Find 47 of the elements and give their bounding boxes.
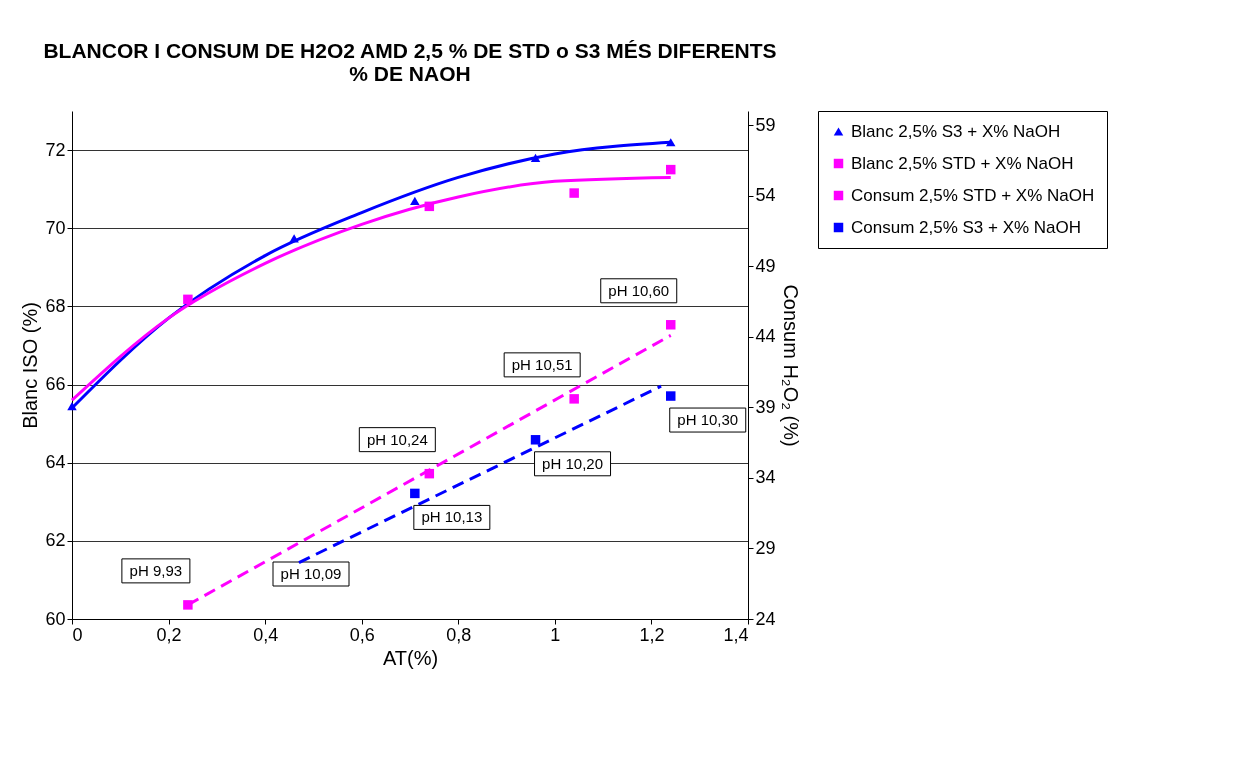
x-tick-label: 0,2 [156,624,182,645]
y-tick-label: 64 [45,452,66,473]
x-tick-label: 1 [550,624,561,645]
y-tick-label: 68 [45,295,66,316]
x-tick-label: 0,6 [349,624,375,645]
y2-tick-label: 34 [755,467,776,488]
y2-tick-label: 24 [755,608,776,629]
data-label: pH 10,60 [608,281,670,299]
y2-tick-label: 44 [755,326,776,347]
y-tick-label: 66 [45,374,66,395]
y-tick-label: 62 [45,530,66,551]
data-label: pH 10,30 [677,411,739,429]
text: BLANCOR I CONSUM DE H2O2 AMD 2,5 % DE STD o S3 MÉS DIFERENTS [43,38,777,62]
annotation: pH 10,09 [280,565,342,582]
point [183,600,193,610]
y2-axis-title: Consum H₂O₂ (%) [779,284,802,447]
data-label: pH 10,51 [511,355,573,373]
y2-tick-label: 59 [755,114,776,135]
y-tick-label: 60 [45,608,66,629]
data-label: pH 9,93 [129,561,183,579]
x-tick-label: 1,2 [639,624,665,645]
x-axis-title: AT(%) [382,646,439,669]
y2-tick-label: 54 [755,185,776,206]
point [410,488,420,499]
y2-tick-label: 39 [755,396,776,417]
x-tick-label: 0,8 [446,624,472,645]
data-label: pH 10,24 [366,430,428,448]
legend-label: Blanc 2,5% STD + X% NaOH [851,153,1074,173]
point [530,435,541,445]
legend-label: Blanc 2,5% S3 + X% NaOH [851,121,1061,141]
legend-label: Consum 2,5% STD + X% NaOH [851,185,1095,205]
data-label: pH 10,13 [421,508,483,526]
point [666,391,676,401]
point [666,320,676,330]
text: % DE NAOH [349,61,471,85]
point [424,468,435,479]
y-axis-title: Blanc ISO (%) [19,302,42,429]
x-tick-label: 0 [72,624,83,645]
y2-tick-label: 49 [755,255,776,276]
x-tick-label: 0,4 [253,624,279,645]
y-tick-label: 70 [45,217,66,238]
data-label: pH 10,20 [542,454,603,472]
legend-label: Consum 2,5% S3 + X% NaOH [851,217,1082,237]
y2-tick-label: 29 [755,537,776,558]
x-tick-label: 1,4 [723,624,749,645]
y-tick-label: 72 [45,139,66,160]
point [569,394,579,404]
